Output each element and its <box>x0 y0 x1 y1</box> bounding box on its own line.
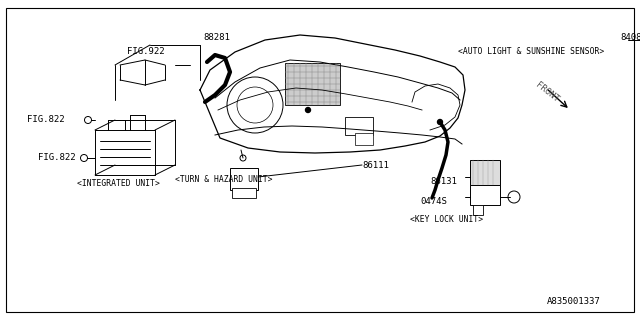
Text: 86131: 86131 <box>430 178 457 187</box>
Bar <box>470 185 500 205</box>
Text: 0474S: 0474S <box>420 197 447 206</box>
Bar <box>232 188 256 198</box>
Circle shape <box>305 108 310 113</box>
Text: 84088: 84088 <box>620 34 640 43</box>
Text: <TURN & HAZARD UNIT>: <TURN & HAZARD UNIT> <box>175 175 273 185</box>
Text: FIG.822: FIG.822 <box>38 154 76 163</box>
Text: <KEY LOCK UNIT>: <KEY LOCK UNIT> <box>410 215 483 225</box>
Bar <box>230 168 258 190</box>
Text: FIG.822: FIG.822 <box>27 116 65 124</box>
Text: <INTEGRATED UNIT>: <INTEGRATED UNIT> <box>77 180 160 188</box>
Text: FIG.922: FIG.922 <box>127 47 164 57</box>
Circle shape <box>438 119 442 124</box>
Bar <box>285 63 340 105</box>
Bar <box>473 205 483 215</box>
Text: <AUTO LIGHT & SUNSHINE SENSOR>: <AUTO LIGHT & SUNSHINE SENSOR> <box>458 47 604 57</box>
Text: 88281: 88281 <box>203 34 230 43</box>
Text: 86111: 86111 <box>362 161 389 170</box>
Text: FRONT: FRONT <box>534 80 561 104</box>
Bar <box>355 133 373 145</box>
Bar <box>345 117 373 135</box>
Bar <box>470 160 500 185</box>
Text: A835001337: A835001337 <box>547 298 601 307</box>
